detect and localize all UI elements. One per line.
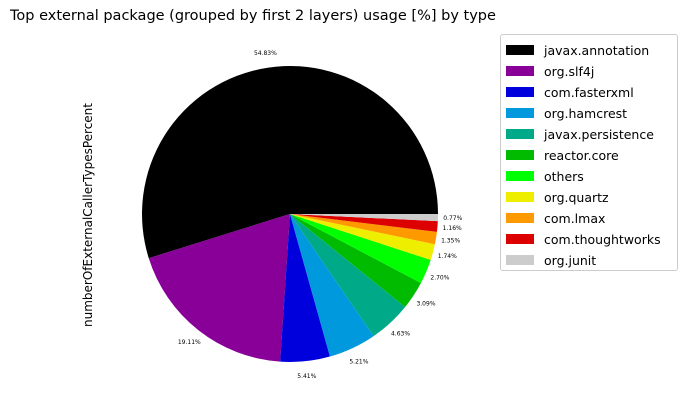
legend-label: reactor.core (544, 147, 619, 163)
pie-pct-label: 5.41% (297, 373, 316, 380)
legend-item: others (506, 168, 584, 184)
legend-item: org.slf4j (506, 63, 594, 79)
legend-item: org.junit (506, 252, 596, 268)
pie-pct-label: 1.16% (443, 225, 462, 232)
legend-item: org.hamcrest (506, 105, 627, 121)
legend-label: com.thoughtworks (544, 231, 661, 247)
pie-pct-label: 5.21% (349, 359, 368, 366)
legend-item: com.thoughtworks (506, 231, 661, 247)
pie-slice-org-junit (290, 214, 438, 222)
legend-swatch (506, 192, 534, 202)
legend-label: com.lmax (544, 210, 606, 226)
legend-item: com.fasterxml (506, 84, 634, 100)
pie-pct-label: 19.11% (178, 339, 201, 346)
legend-swatch (506, 171, 534, 181)
pie-pct-label: 1.74% (438, 253, 457, 260)
legend-item: reactor.core (506, 147, 619, 163)
legend-item: javax.annotation (506, 42, 649, 58)
legend-label: org.quartz (544, 189, 609, 205)
legend-swatch (506, 66, 534, 76)
legend-swatch (506, 108, 534, 118)
legend-swatch (506, 213, 534, 223)
legend-label: org.slf4j (544, 63, 595, 79)
pie-slice-org-hamcrest (290, 214, 374, 357)
pie-slice-others (290, 214, 431, 284)
pie-slice-com-lmax (290, 214, 437, 245)
legend-label: org.junit (544, 252, 597, 268)
pie-slice-javax-persistence (290, 214, 406, 337)
legend-swatch (506, 45, 534, 55)
chart-title: Top external package (grouped by first 2… (10, 8, 496, 24)
legend-swatch (506, 87, 534, 97)
pie-slice-com-thoughtworks (290, 214, 438, 232)
legend-swatch (506, 129, 534, 139)
pie-pct-label: 1.35% (441, 238, 460, 245)
legend-label: com.fasterxml (544, 84, 634, 100)
legend-item: com.lmax (506, 210, 605, 226)
pie-slice-reactor-core (290, 214, 421, 307)
pie-slice-org-slf4j (148, 214, 290, 362)
legend-label: javax.annotation (544, 42, 650, 58)
pie-pct-label: 54.83% (254, 50, 277, 57)
pie-slice-com-fasterxml (280, 214, 330, 362)
legend-swatch (506, 234, 534, 244)
pie-pct-label: 4.63% (391, 331, 410, 338)
pie-pct-label: 0.77% (443, 215, 462, 222)
legend-swatch (506, 150, 534, 160)
pie-slice-javax-annotation (142, 66, 438, 259)
legend-swatch (506, 255, 534, 265)
pie-slice-org-quartz (290, 214, 435, 260)
legend-label: javax.persistence (544, 126, 654, 142)
legend-item: org.quartz (506, 189, 609, 205)
legend-label: others (544, 168, 584, 184)
legend: javax.annotation org.slf4j com.fasterxml or… (500, 34, 678, 271)
legend-item: javax.persistence (506, 126, 654, 142)
legend-label: org.hamcrest (544, 105, 628, 121)
pie-pct-label: 3.09% (416, 301, 435, 308)
pie-pct-label: 2.70% (430, 274, 449, 281)
